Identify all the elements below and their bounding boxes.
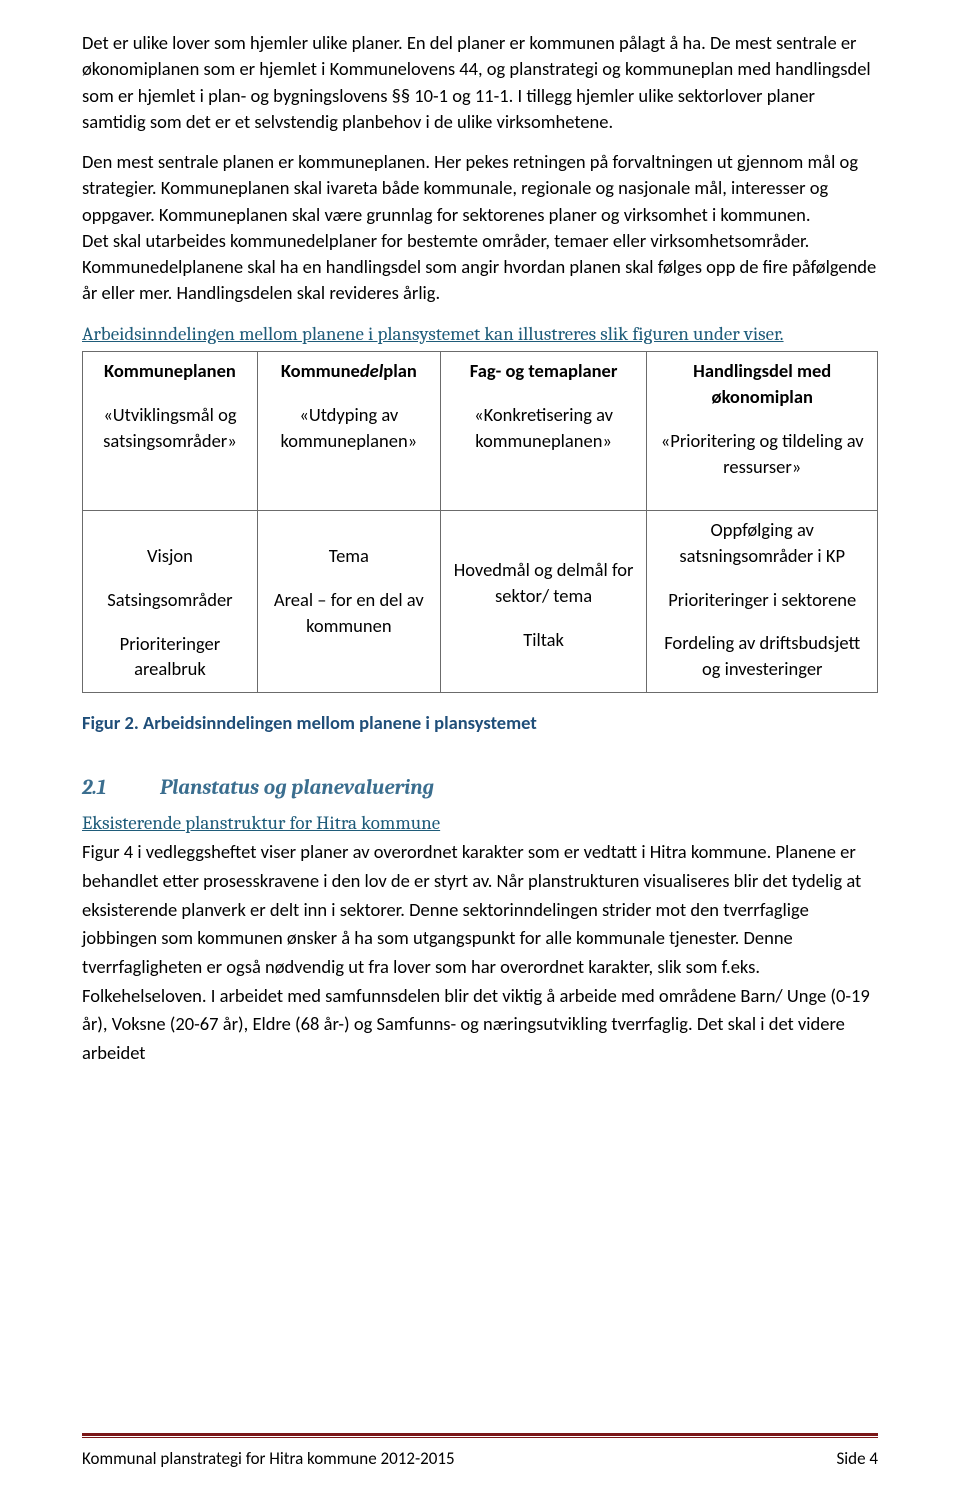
cell-item: Visjon <box>147 543 193 569</box>
column-heading: Kommunedelplan <box>268 358 430 384</box>
footer-left-text: Kommunal planstrategi for Hitra kommune … <box>82 1448 455 1469</box>
cell-item: Fordeling av driftsbudsjett og investeri… <box>657 630 867 682</box>
figure-caption: Figur 2. Arbeidsinndelingen mellom plane… <box>82 711 878 734</box>
cell-item: Oppfølging av satsningsområder i KP <box>657 517 867 569</box>
column-subheading: «Utviklingsmål og satsingsområder» <box>93 402 247 454</box>
section-number: 2.1 <box>82 776 160 800</box>
paragraph: Det skal utarbeides kommunedelplaner for… <box>82 228 878 307</box>
table-cell: Oppfølging av satsningsområder i KP Prio… <box>647 510 878 693</box>
column-heading: Kommuneplanen <box>93 358 247 384</box>
text: Kommune <box>281 359 360 382</box>
column-heading: Fag- og temaplaner <box>451 358 637 384</box>
document-page: Det er ulike lover som hjemler ulike pla… <box>0 0 960 1493</box>
table-cell: Visjon Satsingsområder Prioriteringer ar… <box>83 510 258 693</box>
figure-intro-link: Arbeidsinndelingen mellom planene i plan… <box>82 321 878 348</box>
paragraph: Det er ulike lover som hjemler ulike pla… <box>82 30 878 135</box>
footer-rule <box>82 1433 878 1436</box>
column-subheading: «Konkretisering av kommuneplanen» <box>451 402 637 454</box>
table-row: Visjon Satsingsområder Prioriteringer ar… <box>83 510 878 693</box>
paragraph: Den mest sentrale planen er kommuneplane… <box>82 149 878 228</box>
plan-system-table: Kommuneplanen «Utviklingsmål og satsings… <box>82 351 878 693</box>
text: plan <box>383 359 417 382</box>
table-cell: Kommunedelplan «Utdyping av kommuneplane… <box>257 352 440 511</box>
page-footer: Kommunal planstrategi for Hitra kommune … <box>82 1433 878 1469</box>
table-cell: Handlingsdel med økonomiplan «Prioriteri… <box>647 352 878 511</box>
cell-stack: Tema Areal – for en del av kommunen <box>268 543 430 639</box>
table-row: Kommuneplanen «Utviklingsmål og satsings… <box>83 352 878 511</box>
table-cell: Fag- og temaplaner «Konkretisering av ko… <box>440 352 647 511</box>
cell-item: Tiltak <box>523 627 564 653</box>
cell-item: Prioriteringer i sektorene <box>668 587 856 613</box>
cell-item: Areal – for en del av kommunen <box>268 587 430 639</box>
cell-stack: Hovedmål og delmål for sektor/ tema Tilt… <box>451 557 637 653</box>
column-subheading: «Utdyping av kommuneplanen» <box>268 402 430 454</box>
cell-item: Tema <box>329 543 369 569</box>
footer-row: Kommunal planstrategi for Hitra kommune … <box>82 1448 878 1469</box>
table-cell: Hovedmål og delmål for sektor/ tema Tilt… <box>440 510 647 693</box>
footer-right-text: Side 4 <box>836 1448 878 1469</box>
cell-stack: Visjon Satsingsområder Prioriteringer ar… <box>93 543 247 683</box>
cell-item: Hovedmål og delmål for sektor/ tema <box>451 557 637 609</box>
table-cell: Kommuneplanen «Utviklingsmål og satsings… <box>83 352 258 511</box>
subsection-heading: Eksisterende planstruktur for Hitra komm… <box>82 812 878 834</box>
cell-stack: Oppfølging av satsningsområder i KP Prio… <box>657 517 867 682</box>
column-subheading: «Prioritering og tildeling av ressurser» <box>657 428 867 480</box>
footer-rule <box>82 1437 878 1438</box>
paragraph: Figur 4 i vedleggsheftet viser planer av… <box>82 838 878 1067</box>
section-heading: 2.1Planstatus og planevaluering <box>82 776 878 800</box>
cell-item: Satsingsområder <box>107 587 232 613</box>
cell-item: Prioriteringer arealbruk <box>93 631 247 683</box>
table-cell: Tema Areal – for en del av kommunen <box>257 510 440 693</box>
section-title: Planstatus og planevaluering <box>160 776 434 800</box>
text-italic: del <box>360 359 383 382</box>
column-heading: Handlingsdel med økonomiplan <box>657 358 867 410</box>
